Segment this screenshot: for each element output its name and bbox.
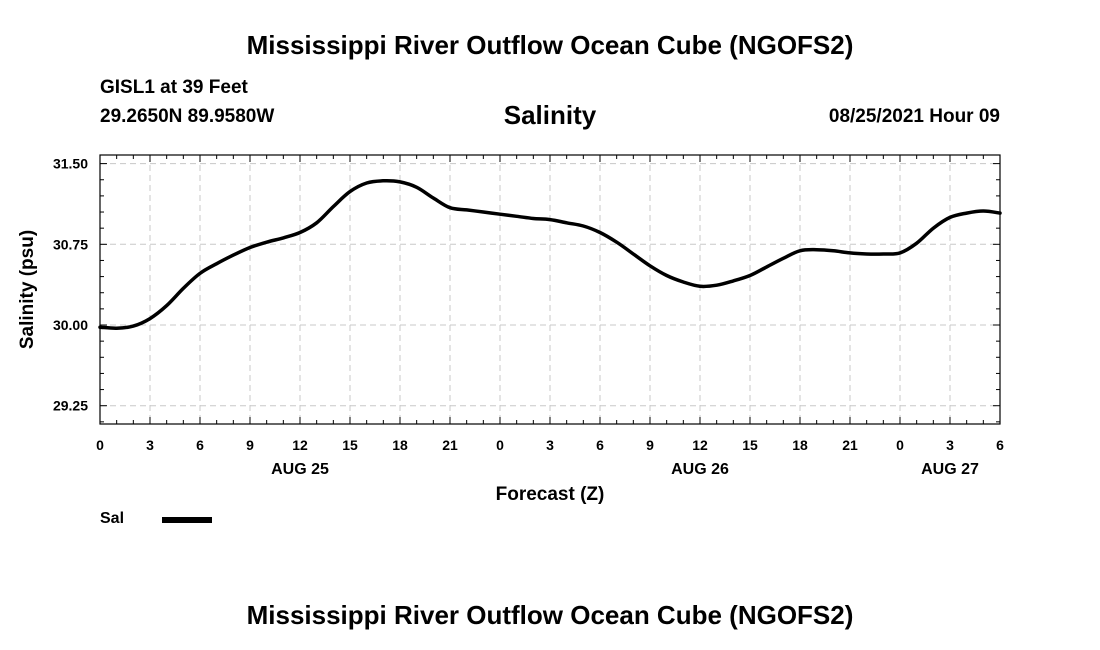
chart-ticks	[99, 155, 1001, 424]
x-tick-label: 15	[342, 437, 358, 453]
x-tick-label: 0	[896, 437, 904, 453]
plot-frame	[99, 154, 1001, 425]
station-label: GISL1 at 39 Feet	[100, 77, 248, 98]
forecast-datetime: 08/25/2021 Hour 09	[828, 106, 1000, 127]
series-line-sal	[98, 178, 1002, 330]
x-tick-label: 6	[596, 437, 604, 453]
x-tick-label: 3	[546, 437, 554, 453]
chart-subtitle: Salinity	[503, 100, 597, 130]
x-tick-label: 6	[996, 437, 1004, 453]
legend-swatch-sal	[162, 517, 212, 523]
chart-footer-title: Mississippi River Outflow Ocean Cube (NG…	[246, 600, 854, 630]
station-coordinates: 29.2650N 89.9580W	[100, 106, 275, 127]
x-tick-label: 21	[842, 437, 858, 453]
y-tick-label: 31.50	[53, 156, 88, 172]
x-tick-label: 12	[692, 437, 708, 453]
x-axis-label: Forecast (Z)	[496, 484, 605, 505]
y-tick-label: 29.25	[53, 398, 88, 414]
chart-main-title: Mississippi River Outflow Ocean Cube (NG…	[246, 30, 854, 60]
x-tick-label: 12	[292, 437, 308, 453]
x-tick-label: 0	[496, 437, 504, 453]
y-tick-label: 30.00	[53, 317, 88, 333]
chart-tick-labels: 0 3 6 9 12 15 18 21 0 3 6 9 12 15 18 21 0 3 6 29.25 30.00 30.…	[53, 156, 1004, 478]
chart-grid	[100, 155, 1000, 424]
x-tick-label: 21	[442, 437, 458, 453]
x-tick-label: 9	[246, 437, 254, 453]
date-label: AUG 26	[671, 461, 729, 478]
date-label: AUG 27	[921, 461, 979, 478]
x-tick-label: 18	[792, 437, 808, 453]
legend-entry-sal: Sal	[100, 510, 125, 527]
x-tick-label: 9	[646, 437, 654, 453]
x-tick-label: 6	[196, 437, 204, 453]
x-tick-label: 0	[96, 437, 104, 453]
date-label: AUG 25	[271, 461, 329, 478]
x-tick-label: 18	[392, 437, 408, 453]
x-tick-label: 3	[146, 437, 154, 453]
y-tick-label: 30.75	[53, 236, 88, 252]
x-tick-label: 3	[946, 437, 954, 453]
y-axis-label: Salinity (psu)	[17, 230, 38, 349]
x-tick-label: 15	[742, 437, 758, 453]
